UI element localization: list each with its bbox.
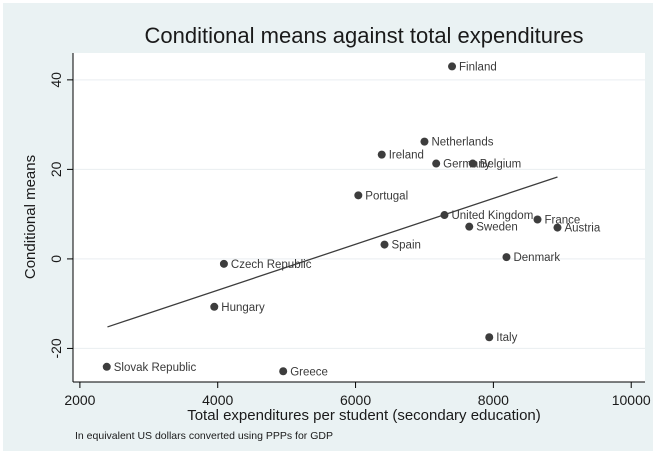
point-label: Greece [290,366,328,378]
point-label: Finland [459,61,497,73]
data-point [354,191,363,200]
y-tick-label: 20 [48,161,64,177]
chart-title: Conditional means against total expendit… [144,23,583,48]
data-point [448,62,457,71]
data-point [440,211,449,220]
data-point [219,259,228,268]
x-tick-label: 6000 [340,392,371,408]
data-point [465,222,474,231]
x-tick-label: 2000 [64,392,95,408]
data-point [102,362,111,371]
point-label: Spain [391,240,420,252]
point-label: France [544,215,580,227]
point-label: Portugal [365,190,408,202]
point-label: Czech Republic [231,259,312,271]
data-point [468,159,477,168]
point-label: Ireland [389,150,424,162]
data-point [420,137,429,146]
grid-lines [73,79,645,349]
data-point [553,223,562,232]
point-label: Netherlands [431,137,493,149]
data-point [380,240,389,249]
point-label: Denmark [513,252,560,264]
data-point [533,215,542,224]
x-tick-label: 10000 [612,392,651,408]
fit-line [107,176,558,328]
data-point [279,367,288,376]
point-label: United Kingdom [451,210,533,222]
scatter-chart: Conditional means against total expendit… [22,23,651,442]
y-tick-label: 0 [48,255,64,263]
point-label: Sweden [476,222,518,234]
y-axis-label: Conditional means [22,155,39,279]
data-point [377,150,386,159]
chart-frame: Conditional means against total expendit… [3,3,653,451]
point-label: Hungary [221,302,265,314]
axes: 2000 4000 6000 8000 10000 -20 0 20 40 [48,53,651,408]
point-label: Austria [564,223,600,235]
data-point [210,302,219,311]
data-point [432,159,441,168]
y-tick-label: 40 [48,72,64,88]
fit-line-group [107,176,558,328]
point-label: Italy [496,332,517,344]
x-axis-label: Total expenditures per student (secondar… [187,407,541,424]
point-label: Germany [443,159,491,171]
chart-note: In equivalent US dollars converted using… [75,430,333,442]
data-point [485,333,494,342]
data-point [502,253,511,262]
x-tick-label: 8000 [478,392,509,408]
plot-area [73,53,645,382]
y-tick-label: -20 [48,338,64,358]
point-label: Belgium [480,159,522,171]
point-label: Slovak Republic [114,362,197,374]
x-tick-label: 4000 [202,392,233,408]
